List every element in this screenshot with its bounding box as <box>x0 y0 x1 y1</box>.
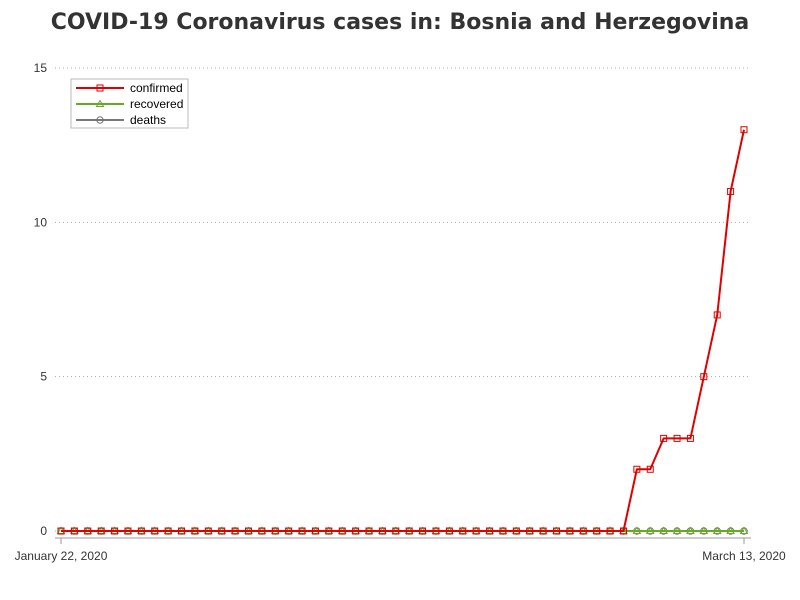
data-point-confirmed-9 <box>178 527 186 535</box>
legend: confirmed recovered deaths <box>70 78 189 129</box>
legend-marker-deaths <box>96 116 104 124</box>
data-point-confirmed-16 <box>271 527 279 535</box>
y-tick-label-5: 5 <box>40 370 47 384</box>
legend-label-deaths: deaths <box>130 113 166 127</box>
data-point-confirmed-15 <box>258 527 266 535</box>
data-point-confirmed-18 <box>298 527 306 535</box>
data-point-recovered-48 <box>699 526 709 534</box>
y-tick-label-0: 0 <box>40 524 47 538</box>
data-point-recovered-47 <box>686 526 695 534</box>
data-point-recovered-45 <box>659 526 669 534</box>
data-point-confirmed-41 <box>606 527 614 535</box>
data-point-confirmed-28 <box>432 527 440 535</box>
data-point-confirmed-48 <box>700 373 708 381</box>
data-point-confirmed-36 <box>539 527 547 535</box>
data-point-confirmed-44 <box>646 465 654 473</box>
data-point-confirmed-40 <box>593 527 601 535</box>
data-point-confirmed-7 <box>151 527 159 535</box>
data-point-confirmed-8 <box>164 527 172 535</box>
y-tick-label-15: 15 <box>34 61 48 75</box>
data-point-confirmed-24 <box>378 527 386 535</box>
data-point-confirmed-50 <box>727 187 735 195</box>
y-tick-label-10: 10 <box>34 215 48 229</box>
data-point-confirmed-23 <box>365 527 373 535</box>
data-point-confirmed-2 <box>84 527 92 535</box>
data-point-confirmed-34 <box>512 527 520 535</box>
data-point-confirmed-39 <box>579 527 587 535</box>
data-point-confirmed-3 <box>97 527 105 535</box>
data-point-confirmed-4 <box>111 527 119 535</box>
data-point-confirmed-11 <box>204 527 212 535</box>
data-point-confirmed-13 <box>231 527 239 535</box>
data-point-confirmed-37 <box>553 527 561 535</box>
data-point-confirmed-14 <box>244 527 252 535</box>
data-point-confirmed-45 <box>660 434 668 442</box>
data-point-confirmed-46 <box>673 434 681 442</box>
data-point-confirmed-51 <box>740 126 748 134</box>
series-layer <box>56 126 749 535</box>
data-point-confirmed-0 <box>57 527 65 535</box>
x-tick-label-start: January 22, 2020 <box>15 549 108 563</box>
data-point-recovered-44 <box>645 526 655 534</box>
data-point-confirmed-6 <box>137 527 145 535</box>
chart-title: COVID-19 Coronavirus cases in: Bosnia an… <box>50 10 750 35</box>
data-point-confirmed-27 <box>419 527 427 535</box>
legend-marker-recovered <box>95 99 105 107</box>
data-point-confirmed-22 <box>352 527 360 535</box>
data-point-confirmed-33 <box>499 527 507 535</box>
data-point-recovered-51 <box>739 526 749 534</box>
legend-label-confirmed: confirmed <box>130 81 183 95</box>
data-point-confirmed-21 <box>338 527 346 535</box>
data-point-confirmed-43 <box>633 465 641 473</box>
data-point-recovered-49 <box>712 526 722 534</box>
series-line-confirmed <box>61 129 745 532</box>
data-point-recovered-50 <box>726 526 735 534</box>
data-point-confirmed-12 <box>218 527 226 535</box>
data-point-confirmed-32 <box>486 527 494 535</box>
data-point-confirmed-25 <box>392 527 400 535</box>
data-point-confirmed-5 <box>124 527 132 535</box>
data-point-confirmed-1 <box>70 527 78 535</box>
data-point-confirmed-47 <box>686 434 694 442</box>
legend-marker-confirmed <box>96 84 104 92</box>
grid-lines <box>55 67 751 532</box>
series-confirmed <box>57 126 748 535</box>
data-point-confirmed-30 <box>459 527 467 535</box>
data-point-confirmed-49 <box>713 311 721 319</box>
data-point-confirmed-38 <box>566 527 574 535</box>
data-point-confirmed-29 <box>445 527 453 535</box>
x-tick-label-end: March 13, 2020 <box>702 549 786 563</box>
data-point-confirmed-17 <box>285 527 293 535</box>
data-point-confirmed-10 <box>191 527 199 535</box>
data-point-confirmed-42 <box>619 527 627 535</box>
data-point-confirmed-31 <box>472 527 480 535</box>
data-point-confirmed-20 <box>325 527 333 535</box>
data-point-confirmed-19 <box>311 527 319 535</box>
data-point-confirmed-35 <box>526 527 534 535</box>
data-point-recovered-43 <box>632 526 642 534</box>
legend-label-recovered: recovered <box>130 97 183 111</box>
data-point-recovered-46 <box>672 526 682 534</box>
data-point-confirmed-26 <box>405 527 413 535</box>
y-axis-ticks: 0 5 10 15 <box>34 61 48 538</box>
